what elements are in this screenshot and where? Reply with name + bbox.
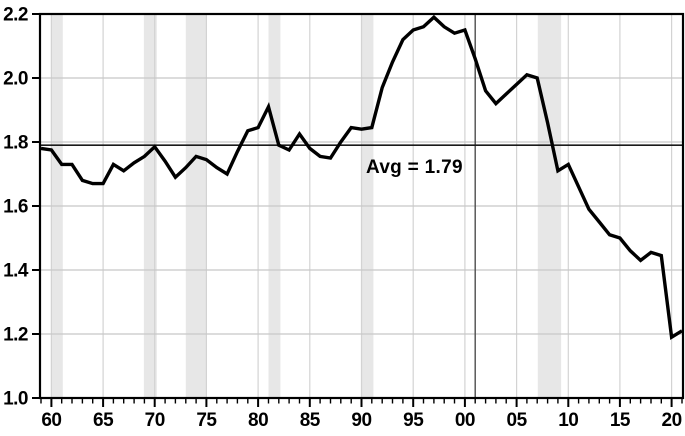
svg-text:80: 80 xyxy=(248,410,268,431)
y-axis-ticks xyxy=(32,13,39,399)
svg-text:05: 05 xyxy=(507,410,528,431)
plot-frame xyxy=(38,12,685,400)
svg-text:65: 65 xyxy=(93,410,114,431)
svg-text:2.2: 2.2 xyxy=(3,5,28,26)
svg-text:1.0: 1.0 xyxy=(3,389,28,410)
svg-text:85: 85 xyxy=(300,410,321,431)
svg-text:90: 90 xyxy=(351,410,371,431)
svg-text:1.6: 1.6 xyxy=(3,197,28,218)
svg-text:1.2: 1.2 xyxy=(3,325,28,346)
x-axis-labels: 60 65 70 75 80 85 90 95 00 05 10 15 20 xyxy=(41,410,682,431)
svg-text:15: 15 xyxy=(610,410,631,431)
svg-text:70: 70 xyxy=(145,410,165,431)
series-line xyxy=(40,14,683,341)
svg-text:75: 75 xyxy=(196,410,217,431)
svg-text:00: 00 xyxy=(455,410,475,431)
svg-text:95: 95 xyxy=(403,410,424,431)
svg-text:60: 60 xyxy=(41,410,61,431)
x-axis-ticks xyxy=(40,399,683,407)
avg-annotation: Avg = 1.79 xyxy=(366,157,463,178)
svg-text:20: 20 xyxy=(662,410,682,431)
svg-text:1.8: 1.8 xyxy=(3,133,28,154)
horizontal-gridlines xyxy=(41,77,682,335)
svg-text:1.4: 1.4 xyxy=(3,261,29,282)
svg-text:2.0: 2.0 xyxy=(3,69,28,90)
y-axis-labels: 1.0 1.2 1.4 1.6 1.8 2.0 2.2 xyxy=(3,5,29,410)
svg-text:10: 10 xyxy=(558,410,578,431)
